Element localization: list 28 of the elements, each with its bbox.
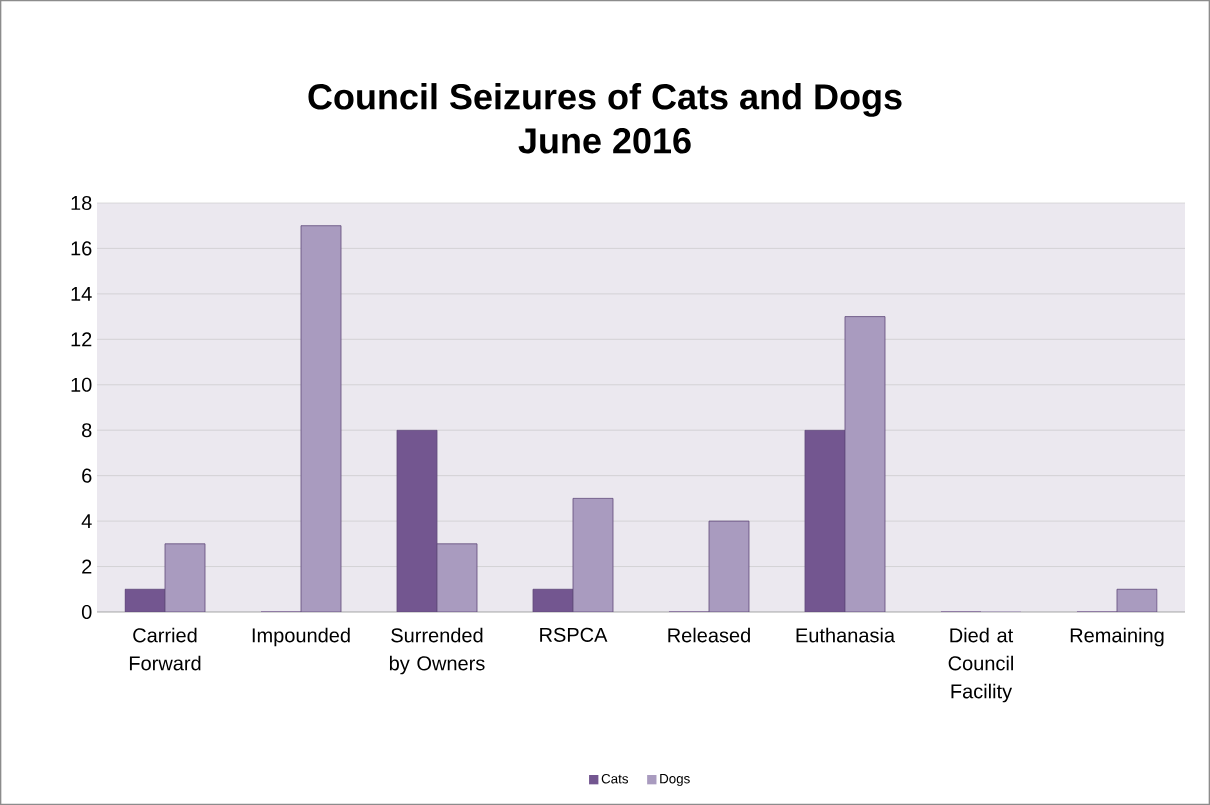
legend-label: Dogs	[660, 774, 690, 787]
bar	[436, 543, 478, 612]
y-tick-label: 4	[81, 514, 92, 528]
bar	[708, 520, 750, 612]
y-tick-label: 16	[71, 241, 92, 256]
y-tick-label: 10	[71, 377, 92, 392]
y-tick-label: 8	[82, 423, 92, 438]
chart-title: Council Seizures of Cats and Dogs	[308, 83, 902, 117]
chart-subtitle: June 2016	[518, 128, 691, 154]
x-tick-label: Died at Council Facility	[948, 627, 1014, 703]
y-tick-label: 6	[82, 468, 92, 483]
legend-label: Cats	[601, 774, 628, 784]
x-tick-label: Remaining	[1070, 627, 1164, 647]
y-tick-label: 0	[81, 604, 92, 620]
bar	[300, 225, 342, 612]
x-tick-label: RSPCA	[540, 627, 608, 642]
x-tick-label: Euthanasia	[796, 627, 896, 643]
x-tick-label: Impounded	[252, 627, 350, 647]
y-tick-label: 14	[71, 287, 92, 301]
y-tick-label: 18	[71, 195, 92, 211]
bar	[844, 316, 886, 612]
y-tick-label: 2	[82, 559, 92, 574]
x-tick-label: Carried Forward	[129, 627, 201, 671]
x-tick-label: Released	[668, 627, 750, 643]
bar	[572, 497, 614, 612]
bar	[164, 543, 206, 612]
y-tick-label: 12	[71, 332, 92, 347]
x-tick-label: Surrended by Owners	[389, 627, 485, 675]
